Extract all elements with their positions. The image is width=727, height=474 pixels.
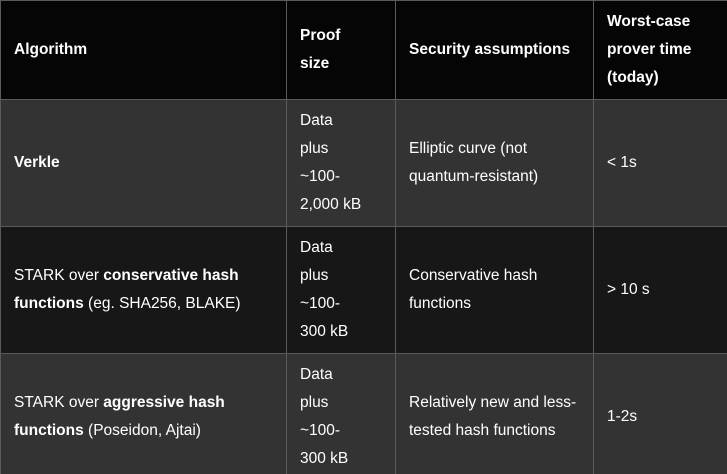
algorithm-cell: STARK over aggressive hash functions (Po…: [0, 353, 287, 474]
algorithm-text-bold: conservative hash functions: [14, 267, 239, 312]
prover-time-cell: < 1s: [593, 99, 727, 227]
table-row-verkle: Verkle Data plus ~100- 2,000 kB Elliptic…: [0, 99, 727, 227]
table-body: Verkle Data plus ~100- 2,000 kB Elliptic…: [0, 99, 727, 474]
security-assumptions-cell: Elliptic curve (not quantum-resistant): [395, 99, 594, 227]
table-row-stark-aggressive: STARK over aggressive hash functions (Po…: [0, 353, 727, 474]
algorithm-cell: Verkle: [0, 99, 287, 227]
security-assumptions-cell: Relatively new and less-tested hash func…: [395, 353, 594, 474]
column-header-prover-time: Worst-case prover time (today): [593, 0, 727, 100]
proof-size-cell: Data plus ~100- 300 kB: [286, 353, 396, 474]
column-header-security-assumptions: Security assumptions: [395, 0, 594, 100]
algorithm-text: (eg. SHA256, BLAKE): [83, 295, 241, 312]
header-row: Algorithm Proof size Security assumption…: [0, 0, 727, 100]
table-row-stark-conservative: STARK over conservative hash functions (…: [0, 226, 727, 354]
algorithm-text: STARK over: [14, 394, 104, 411]
column-header-proof-size: Proof size: [286, 0, 396, 100]
table-header: Algorithm Proof size Security assumption…: [0, 0, 727, 100]
prover-time-cell: 1-2s: [593, 353, 727, 474]
column-header-algorithm: Algorithm: [0, 0, 287, 100]
algorithm-text: STARK over: [14, 267, 104, 284]
algorithm-text: (Poseidon, Ajtai): [83, 422, 201, 439]
algorithm-text-bold: Verkle: [14, 154, 60, 171]
proof-size-cell: Data plus ~100- 300 kB: [286, 226, 396, 354]
algorithm-text-bold: aggressive hash functions: [14, 394, 225, 439]
algorithm-cell: STARK over conservative hash functions (…: [0, 226, 287, 354]
proof-size-cell: Data plus ~100- 2,000 kB: [286, 99, 396, 227]
security-assumptions-cell: Conservative hash functions: [395, 226, 594, 354]
prover-time-cell: > 10 s: [593, 226, 727, 354]
